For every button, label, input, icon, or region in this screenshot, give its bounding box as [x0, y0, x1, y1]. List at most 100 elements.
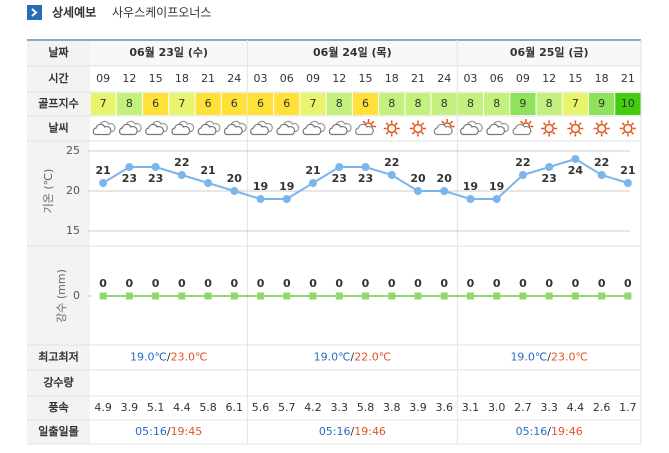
value-label: 0	[545, 277, 553, 290]
time: 18	[385, 72, 399, 85]
row-label: 골프지수	[38, 96, 78, 110]
time: 24	[437, 72, 451, 85]
sun-core	[596, 123, 607, 134]
row-label: 날짜	[48, 45, 69, 59]
point	[230, 292, 238, 300]
value-label: 21	[200, 164, 215, 177]
time: 15	[568, 72, 582, 85]
wind: 1.7	[619, 401, 637, 414]
value-label: 0	[493, 277, 501, 290]
point	[623, 179, 632, 187]
weather-icon	[302, 120, 326, 136]
cloud	[512, 123, 532, 136]
sun-core	[623, 123, 633, 134]
time: 12	[542, 72, 556, 85]
weather-icon	[250, 120, 273, 136]
point	[125, 163, 134, 171]
value-label: 23	[332, 172, 347, 185]
sun-times: 05:16/19:45	[135, 425, 202, 438]
point	[466, 195, 475, 203]
sun-ray	[385, 122, 389, 126]
cloud	[250, 123, 269, 136]
golf-index: 8	[414, 97, 421, 110]
cloud	[486, 123, 506, 136]
sun-ray	[542, 122, 547, 126]
value-label: 22	[384, 156, 399, 169]
day-label: 06월 25일 (금)	[510, 45, 589, 59]
sun-ray	[604, 131, 608, 135]
point	[282, 195, 291, 203]
time: 15	[359, 72, 373, 85]
sun-ray	[542, 131, 547, 135]
golf-cell	[300, 93, 326, 115]
point	[598, 292, 606, 300]
time: 21	[411, 72, 425, 85]
weather-icon	[541, 120, 558, 137]
point	[493, 292, 501, 300]
min-max: 19.0℃/23.0℃	[130, 351, 207, 364]
time: 06	[490, 72, 504, 85]
value-label: 19	[463, 180, 478, 193]
value-label: 0	[230, 277, 238, 290]
time: 24	[227, 72, 241, 85]
sun-ray	[621, 131, 625, 135]
golf-index: 8	[441, 97, 448, 110]
golf-index: 6	[283, 97, 290, 110]
value-label: 21	[620, 164, 635, 177]
value-label: 19	[279, 180, 294, 193]
time: 21	[201, 72, 215, 85]
golf-cell	[379, 93, 405, 115]
point	[518, 171, 527, 179]
golf-index: 7	[572, 97, 579, 110]
value-label: 22	[174, 156, 189, 169]
point	[178, 292, 186, 300]
sun-core	[413, 123, 423, 134]
wind: 4.9	[94, 401, 112, 414]
point	[361, 163, 370, 171]
cloud	[433, 123, 453, 136]
sun-ray	[552, 122, 556, 126]
value-label: 0	[519, 277, 527, 290]
golf-cell	[142, 93, 169, 115]
sun-ray	[630, 122, 635, 126]
point	[152, 292, 160, 300]
golf-index: 8	[493, 97, 500, 110]
value-label: 23	[542, 172, 557, 185]
sun-ray	[362, 120, 366, 124]
y-axis-label: 기온 (℃)	[42, 169, 55, 214]
value-label: 0	[178, 277, 186, 290]
wind: 5.8	[357, 401, 375, 414]
point	[204, 292, 212, 300]
value-label: 0	[126, 277, 134, 290]
time: 12	[332, 72, 346, 85]
row-label: 일출일몰	[38, 424, 78, 438]
separator: /	[547, 425, 551, 438]
weather-icon	[145, 120, 168, 136]
location: 사우스케이프오너스	[112, 6, 211, 20]
value-label: 0	[99, 277, 107, 290]
weather-icon	[409, 120, 426, 137]
time: 09	[96, 72, 110, 85]
point	[440, 187, 449, 195]
value-label: 0	[283, 277, 291, 290]
point	[99, 179, 108, 187]
cloud	[171, 123, 191, 136]
weather-icon	[276, 120, 300, 136]
wind: 3.9	[121, 401, 139, 414]
min-max: 19.0℃/23.0℃	[510, 351, 587, 364]
point	[519, 292, 527, 300]
sun-ray	[621, 122, 625, 126]
golf-cell	[536, 93, 562, 115]
weather-icon	[619, 120, 636, 137]
golf-index: 10	[621, 97, 635, 110]
value-label: 0	[388, 277, 396, 290]
time: 12	[122, 72, 136, 85]
point	[571, 292, 579, 300]
time: 18	[595, 72, 609, 85]
separator: /	[351, 351, 355, 364]
value-label: 0	[467, 277, 475, 290]
cloud	[145, 123, 164, 136]
golf-cell	[326, 93, 352, 115]
sun-ray	[385, 131, 389, 135]
weather-icon	[593, 120, 610, 137]
